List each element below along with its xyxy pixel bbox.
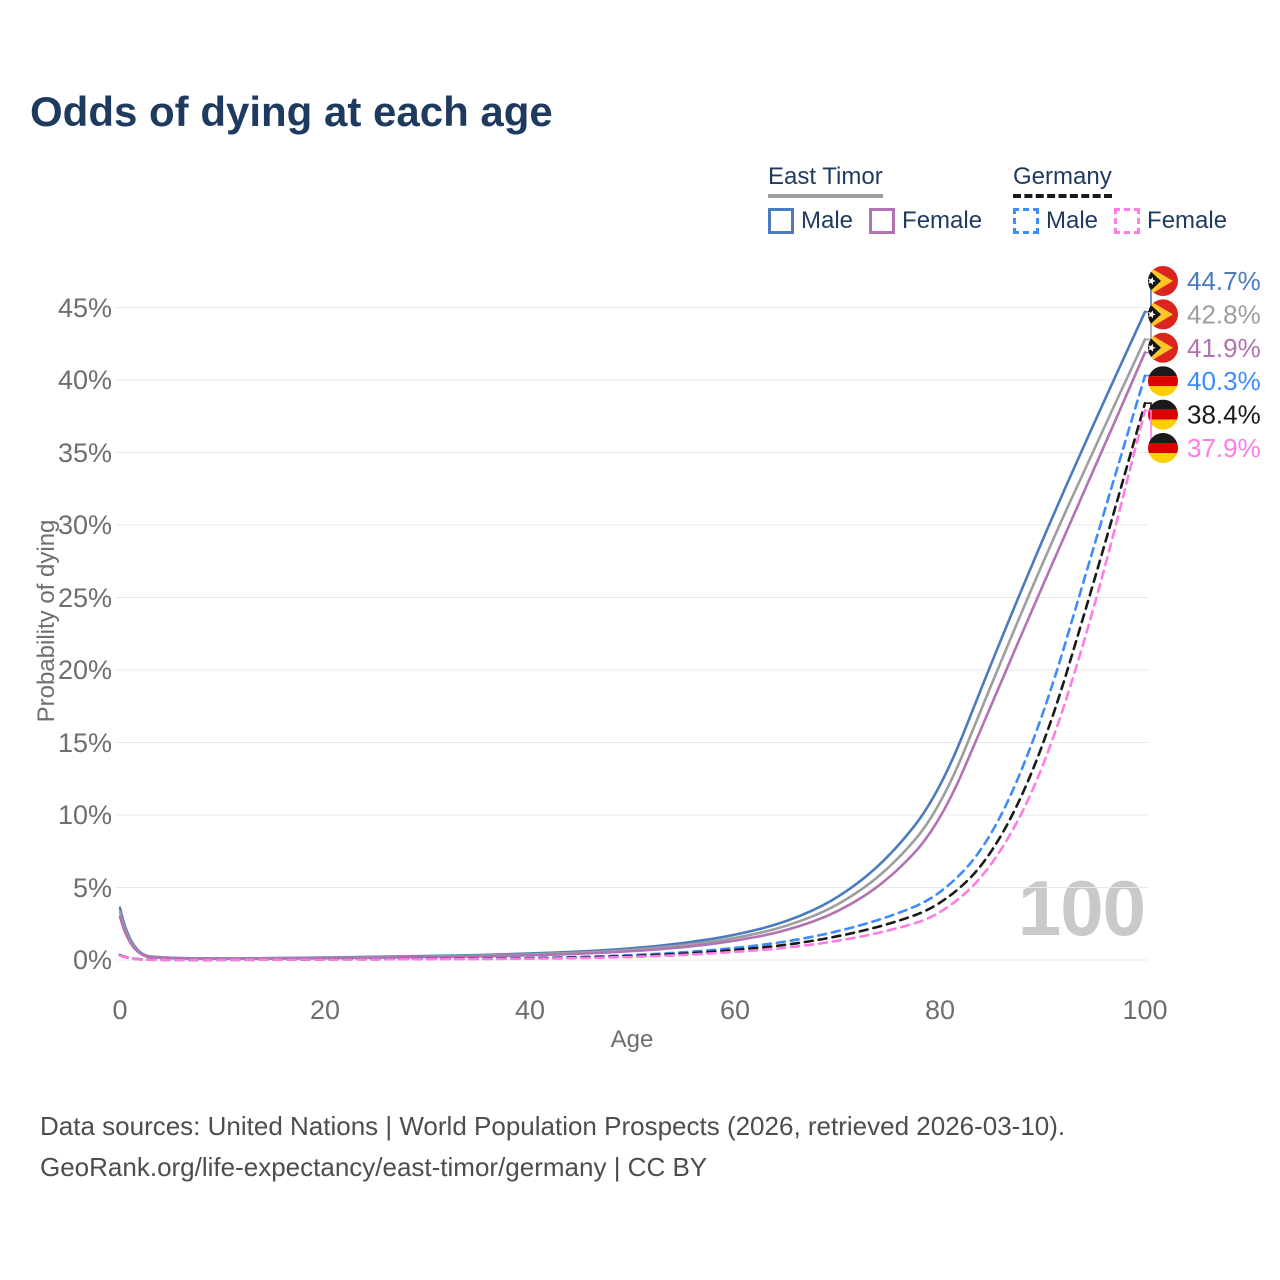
- y-tick-35%: 35%: [57, 437, 112, 468]
- y-tick-5%: 5%: [72, 872, 112, 903]
- legend-items-east-timor: Male Female: [768, 207, 998, 235]
- footer: Data sources: United Nations | World Pop…: [40, 1106, 1065, 1188]
- legend-header-east-timor: East Timor: [768, 163, 883, 198]
- legend-label-germany-female: Female: [1147, 207, 1228, 234]
- germany-flag-icon: [1148, 433, 1178, 463]
- x-tick-0: 0: [112, 995, 128, 1025]
- page-title: Odds of dying at each age: [30, 88, 553, 135]
- y-tick-40%: 40%: [57, 365, 112, 395]
- end-label-east-timor-male: 44.7%: [1187, 266, 1261, 296]
- series-line-east-timor-male: [118, 310, 1147, 960]
- x-axis-title: Age: [610, 1026, 654, 1053]
- x-tick-80: 80: [924, 995, 956, 1025]
- legend-swatch-east-timor-female: [869, 208, 896, 234]
- x-tick-20: 20: [309, 995, 341, 1025]
- legend-swatch-germany-male: [1013, 208, 1039, 234]
- series-line-east-timor-both-sexes: [118, 338, 1147, 960]
- y-tick-25%: 25%: [57, 582, 112, 613]
- east-timor-flag-icon: [1148, 332, 1178, 363]
- end-label-germany-both-sexes: 38.4%: [1187, 400, 1261, 430]
- age-watermark: 100: [1017, 864, 1146, 952]
- east-timor-flag-icon: [1148, 266, 1178, 296]
- y-tick-20%: 20%: [57, 655, 112, 685]
- y-tick-10%: 10%: [57, 800, 112, 830]
- series-line-germany-both-sexes: [118, 401, 1147, 962]
- x-tick-100: 100: [1122, 995, 1168, 1025]
- footer-link: GeoRank.org/life-expectancy/east-timor/g…: [40, 1152, 708, 1182]
- end-label-germany-female: 37.9%: [1187, 433, 1261, 463]
- legend-label-east-timor-male: Male: [801, 207, 854, 234]
- end-label-germany-male: 40.3%: [1187, 366, 1261, 396]
- legend-group-germany: Germany Male Female: [1013, 163, 1243, 235]
- legend-items-germany: Male Female: [1013, 207, 1243, 235]
- east-timor-flag-icon: [1148, 299, 1178, 330]
- x-tick-40: 40: [514, 995, 546, 1025]
- legend-label-germany-male: Male: [1046, 207, 1099, 234]
- y-tick-0%: 0%: [72, 945, 112, 975]
- series-line-germany-male: [118, 374, 1147, 962]
- legend-swatch-germany-female: [1114, 208, 1141, 234]
- series-line-east-timor-female: [118, 351, 1147, 961]
- footer-sources: Data sources: United Nations | World Pop…: [40, 1111, 1066, 1141]
- x-tick-60: 60: [719, 995, 751, 1025]
- legend: East Timor Male Female Germany Male Fema…: [0, 163, 1280, 243]
- y-tick-45%: 45%: [57, 292, 112, 323]
- legend-group-east-timor: East Timor Male Female: [768, 163, 998, 235]
- chart-svg: 44.7%42.8% 41.9%40.3% 38.4%37.9%: [116, 266, 1261, 962]
- germany-flag-icon: [1148, 366, 1178, 397]
- end-label-east-timor-both-sexes: 42.8%: [1187, 299, 1261, 329]
- y-tick-15%: 15%: [57, 727, 112, 758]
- legend-label-east-timor-female: Female: [902, 207, 983, 234]
- series-line-germany-female: [118, 409, 1147, 962]
- y-tick-30%: 30%: [57, 510, 112, 540]
- legend-swatch-east-timor-male: [768, 208, 794, 234]
- end-label-east-timor-female: 41.9%: [1187, 333, 1261, 363]
- legend-header-germany: Germany: [1013, 163, 1112, 198]
- germany-flag-icon: [1148, 399, 1178, 430]
